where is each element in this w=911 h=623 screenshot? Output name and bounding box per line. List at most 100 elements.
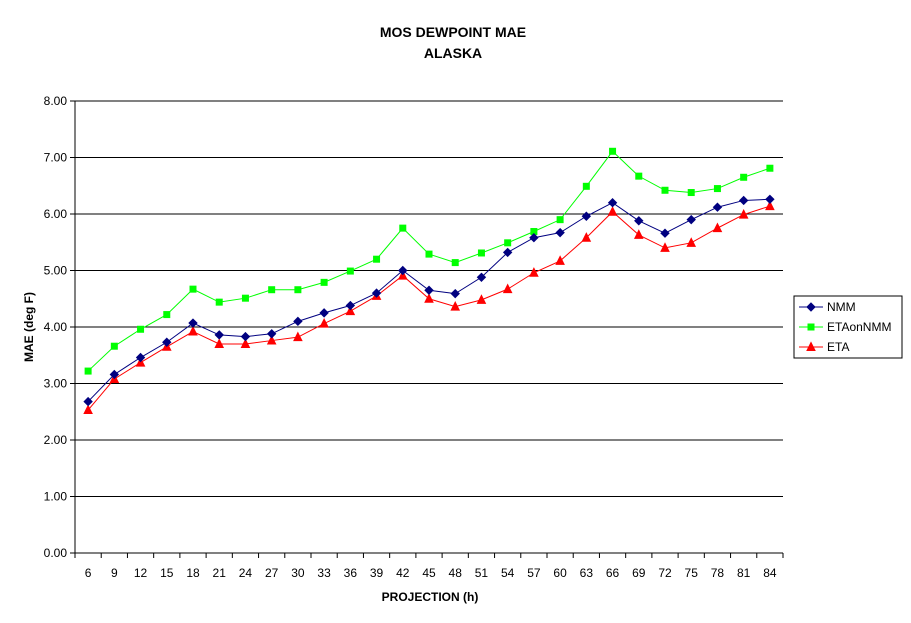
data-point bbox=[266, 334, 277, 345]
y-tick-label: 4.00 bbox=[44, 320, 68, 334]
x-tick-label: 72 bbox=[658, 566, 672, 580]
data-point bbox=[188, 318, 198, 328]
data-point bbox=[399, 224, 407, 232]
x-tick-label: 84 bbox=[763, 566, 777, 580]
data-point bbox=[319, 317, 329, 328]
data-point bbox=[346, 267, 354, 275]
data-point bbox=[766, 164, 774, 172]
data-point bbox=[686, 214, 696, 225]
data-point bbox=[345, 300, 356, 311]
data-point bbox=[83, 396, 93, 407]
x-tick-label: 60 bbox=[553, 566, 567, 580]
data-point bbox=[502, 247, 513, 258]
data-point bbox=[633, 229, 644, 239]
data-point bbox=[713, 185, 721, 193]
chart-subtitle: ALASKA bbox=[424, 45, 482, 61]
data-point bbox=[712, 202, 723, 212]
data-point bbox=[83, 404, 93, 415]
x-tick-label: 69 bbox=[632, 566, 646, 580]
x-tick-label: 57 bbox=[527, 566, 541, 580]
y-tick-label: 7.00 bbox=[44, 151, 68, 165]
data-point bbox=[738, 208, 749, 219]
data-point bbox=[556, 216, 564, 224]
data-point bbox=[765, 194, 775, 205]
data-point bbox=[450, 301, 461, 311]
data-point bbox=[582, 182, 590, 190]
data-point bbox=[502, 283, 513, 294]
x-tick-label: 9 bbox=[111, 566, 118, 580]
x-tick-label: 78 bbox=[711, 566, 725, 580]
x-tick-label: 12 bbox=[134, 566, 148, 580]
x-tick-label: 30 bbox=[291, 566, 305, 580]
data-point bbox=[189, 285, 197, 293]
data-point bbox=[371, 288, 382, 298]
x-tick-label: 48 bbox=[449, 566, 463, 580]
x-tick-label: 39 bbox=[370, 566, 384, 580]
x-tick-labels: 6 9 12 15 18 21 24 27 30 33 36 39 42 45 48 51 54 57 60 63 66… bbox=[85, 566, 777, 580]
x-tick-label: 18 bbox=[186, 566, 200, 580]
x-tick-label: 63 bbox=[580, 566, 594, 580]
y-tick-labels: 0.00 1.00 2.00 3.00 4.00 5.00 6.00 7.00 8.00 bbox=[44, 94, 68, 560]
data-point bbox=[188, 325, 198, 336]
data-point bbox=[660, 228, 670, 238]
x-tick-label: 42 bbox=[396, 566, 410, 580]
data-point bbox=[345, 305, 356, 316]
data-point bbox=[110, 342, 118, 350]
y-tick-label: 5.00 bbox=[44, 264, 68, 278]
x-axis-title: PROJECTION (h) bbox=[382, 590, 479, 604]
legend: NMM ETAonNMM ETA bbox=[793, 295, 903, 359]
x-tick-label: 75 bbox=[685, 566, 699, 580]
data-point bbox=[84, 367, 92, 375]
x-tick-label: 36 bbox=[344, 566, 358, 580]
data-point bbox=[398, 265, 408, 276]
data-point bbox=[476, 272, 487, 282]
data-point bbox=[634, 216, 644, 226]
data-point bbox=[294, 286, 302, 294]
data-point bbox=[162, 337, 172, 347]
legend-marker bbox=[806, 302, 816, 312]
data-point bbox=[555, 227, 565, 238]
data-point bbox=[581, 232, 592, 242]
x-tick-label: 24 bbox=[239, 566, 253, 580]
data-point bbox=[477, 249, 485, 257]
data-point bbox=[424, 285, 434, 295]
legend-marker bbox=[806, 341, 816, 351]
data-point bbox=[450, 288, 460, 299]
chart-title: MOS DEWPOINT MAE bbox=[380, 24, 526, 40]
data-point bbox=[686, 237, 697, 247]
x-tick-label: 66 bbox=[606, 566, 620, 580]
x-tick-label: 33 bbox=[317, 566, 331, 580]
data-point bbox=[609, 147, 617, 155]
series-etaonnmm bbox=[84, 147, 774, 375]
data-point bbox=[712, 222, 723, 233]
legend-label: ETA bbox=[827, 340, 849, 354]
data-point bbox=[293, 331, 303, 342]
data-point bbox=[109, 369, 120, 380]
data-point bbox=[581, 211, 592, 221]
series-layer bbox=[83, 147, 775, 415]
data-point bbox=[137, 325, 145, 333]
data-point bbox=[660, 242, 670, 252]
y-axis-title: MAE (deg F) bbox=[22, 292, 36, 362]
data-point bbox=[268, 286, 276, 294]
data-point bbox=[319, 308, 329, 318]
data-point bbox=[214, 338, 225, 348]
data-point bbox=[320, 278, 328, 286]
x-tick-label: 21 bbox=[213, 566, 227, 580]
data-point bbox=[425, 250, 433, 258]
x-tick-label: 45 bbox=[422, 566, 436, 580]
data-point bbox=[661, 186, 669, 194]
data-point bbox=[504, 239, 512, 247]
legend-label: NMM bbox=[827, 300, 856, 314]
data-point bbox=[424, 293, 434, 303]
y-tick-label: 2.00 bbox=[44, 433, 68, 447]
data-point bbox=[266, 329, 277, 339]
data-point bbox=[740, 173, 748, 181]
legend-entry-etaonnmm: ETAonNMM bbox=[799, 320, 891, 334]
data-point bbox=[241, 294, 249, 302]
data-point bbox=[293, 316, 303, 327]
x-tick-label: 54 bbox=[501, 566, 515, 580]
legend-entry-nmm: NMM bbox=[799, 300, 856, 314]
